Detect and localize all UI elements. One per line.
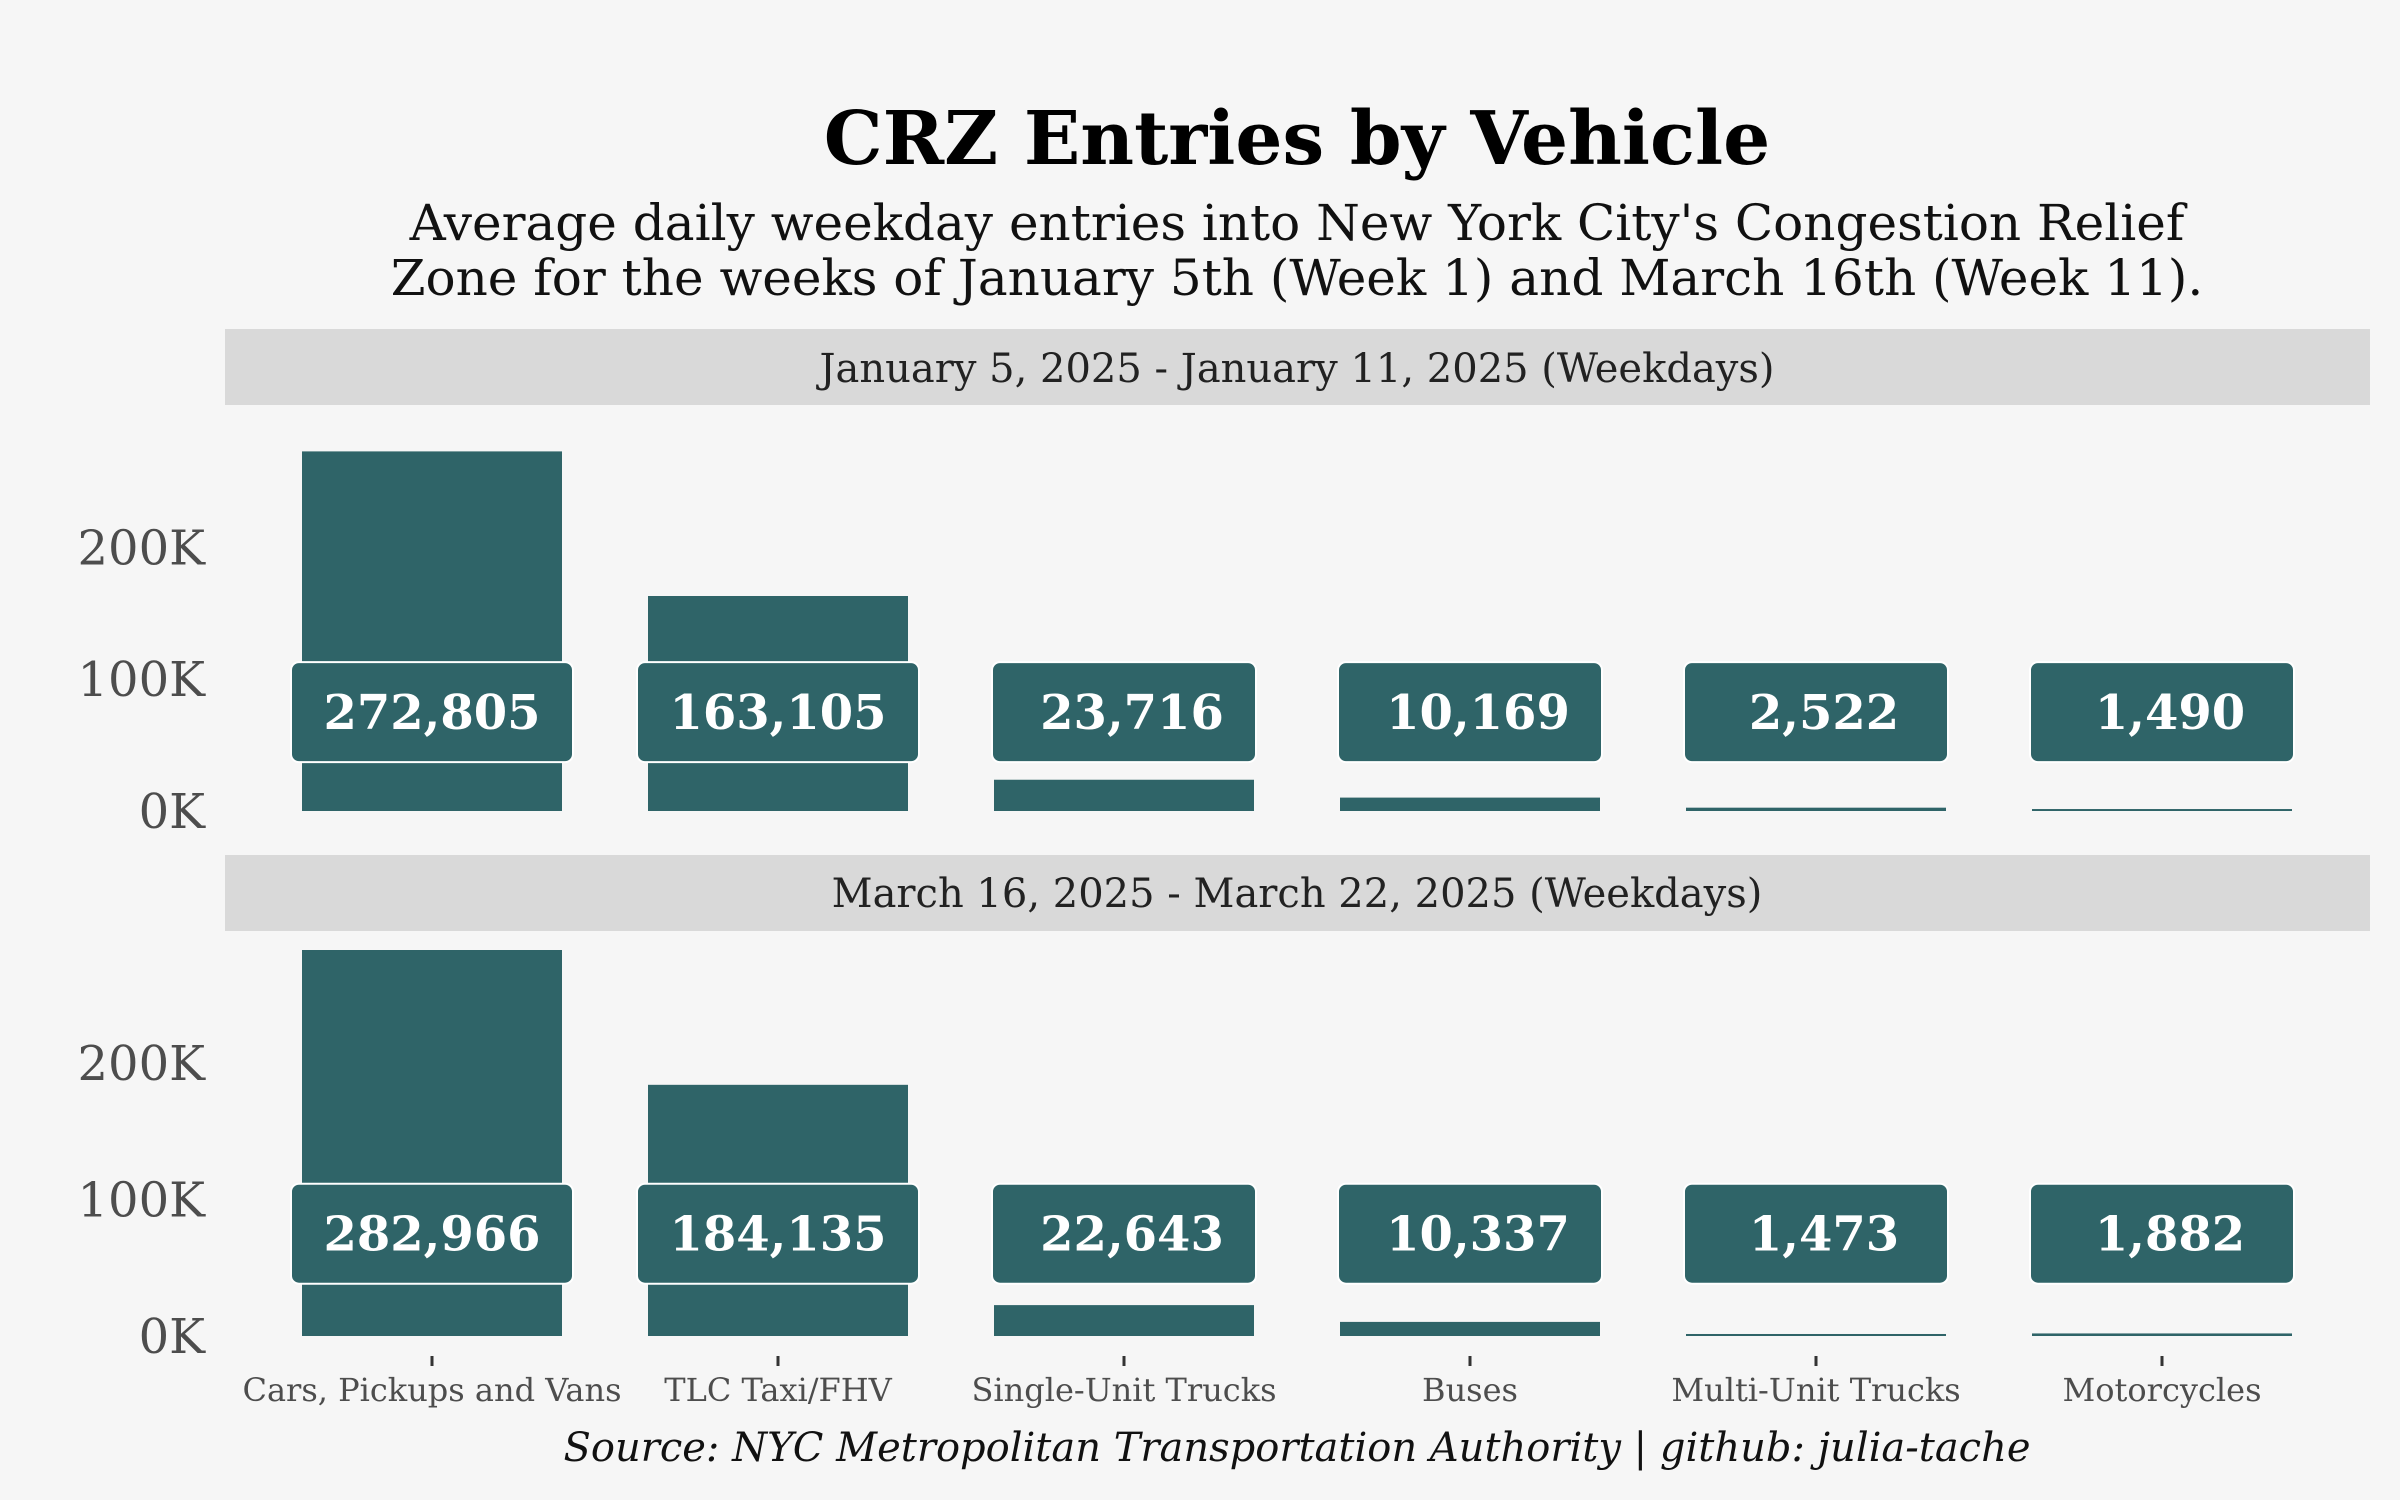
value-labels: 272,805 163,105 23,716 10,169 2,522 1,49…: [290, 661, 2295, 764]
panel-strip-label: January 5, 2025 - January 11, 2025 (Week…: [815, 346, 1774, 392]
value-label-tlc-taxi-fhv: 184,135: [636, 1182, 920, 1285]
y-tick-label: 200K: [78, 520, 207, 576]
value-label-box: [1683, 661, 1949, 764]
value-label-single-unit-trucks: 22,643: [991, 1182, 1257, 1285]
panel-week-11: March 16, 2025 - March 22, 2025 (Weekday…: [78, 855, 2370, 1365]
value-label-box: [1683, 1182, 1949, 1285]
value-label-text: 1,490: [2095, 685, 2245, 741]
value-label-text: 1,882: [2095, 1207, 2245, 1263]
x-axis: Cars, Pickups and Vans TLC Taxi/FHV Sing…: [242, 1356, 2261, 1409]
x-tick-label: Cars, Pickups and Vans: [242, 1371, 621, 1409]
y-axis: 0K 100K 200K: [78, 520, 207, 840]
bar-multi-unit-trucks: [1686, 1333, 1946, 1336]
y-axis: 0K 100K 200K: [78, 1036, 207, 1365]
bar-motorcycles: [2032, 1333, 2292, 1336]
value-label-text: 22,643: [1040, 1207, 1224, 1263]
value-label-box: [2029, 1182, 2295, 1285]
value-label-box: [1337, 1182, 1603, 1285]
y-tick-label: 100K: [78, 1173, 207, 1229]
value-labels: 282,966 184,135 22,643 10,337 1,473 1,88…: [290, 1182, 2295, 1285]
panel-week-1: January 5, 2025 - January 11, 2025 (Week…: [78, 329, 2370, 840]
y-tick-label: 0K: [139, 1309, 207, 1365]
value-label-text: 282,966: [323, 1207, 540, 1263]
bar-motorcycles: [2032, 809, 2292, 811]
chart-subtitle-line-1: Average daily weekday entries into New Y…: [409, 194, 2188, 252]
bar-single-unit-trucks: [994, 779, 1254, 811]
value-label-text: 184,135: [669, 1207, 886, 1263]
x-tick-label: TLC Taxi/FHV: [664, 1371, 892, 1409]
bar-multi-unit-trucks: [1686, 807, 1946, 811]
x-tick-label: Buses: [1422, 1371, 1518, 1409]
value-label-motorcycles: 1,882: [2029, 1182, 2295, 1285]
value-label-cars-pickups-and-vans: 282,966: [290, 1182, 574, 1285]
bar-buses: [1340, 1321, 1600, 1336]
value-label-multi-unit-trucks: 1,473: [1683, 1182, 1949, 1285]
panel-strip: [225, 329, 2370, 405]
panel-strip: [225, 855, 2370, 931]
y-tick-label: 0K: [139, 784, 207, 840]
bar-buses: [1340, 797, 1600, 811]
value-label-box: [636, 1182, 920, 1285]
value-label-text: 23,716: [1040, 685, 1224, 741]
value-label-text: 272,805: [323, 685, 540, 741]
chart-caption: Source: NYC Metropolitan Transportation …: [563, 1425, 2030, 1471]
value-label-single-unit-trucks: 23,716: [991, 661, 1257, 764]
value-label-buses: 10,337: [1337, 1182, 1603, 1285]
value-label-cars-pickups-and-vans: 272,805: [290, 661, 574, 764]
value-label-tlc-taxi-fhv: 163,105: [636, 661, 920, 764]
chart-subtitle-line-2: Zone for the weeks of January 5th (Week …: [391, 249, 2204, 307]
value-label-text: 163,105: [669, 685, 886, 741]
value-label-motorcycles: 1,490: [2029, 661, 2295, 764]
value-label-box: [1337, 661, 1603, 764]
value-label-box: [991, 1182, 1257, 1285]
value-label-text: 10,337: [1386, 1207, 1570, 1263]
value-label-box: [290, 661, 574, 764]
value-label-text: 10,169: [1386, 685, 1570, 741]
panel-strip-label: March 16, 2025 - March 22, 2025 (Weekday…: [832, 871, 1763, 917]
x-tick-label: Single-Unit Trucks: [971, 1371, 1276, 1409]
value-label-multi-unit-trucks: 2,522: [1683, 661, 1949, 764]
value-label-box: [636, 661, 920, 764]
value-label-box: [991, 661, 1257, 764]
value-label-text: 2,522: [1749, 685, 1899, 741]
value-label-box: [2029, 661, 2295, 764]
bar-single-unit-trucks: [994, 1305, 1254, 1336]
value-label-buses: 10,169: [1337, 661, 1603, 764]
y-tick-label: 100K: [78, 652, 207, 708]
chart-title: CRZ Entries by Vehicle: [824, 96, 1771, 182]
y-tick-label: 200K: [78, 1036, 207, 1092]
x-tick-label: Multi-Unit Trucks: [1671, 1371, 1960, 1409]
value-label-text: 1,473: [1749, 1207, 1899, 1263]
x-tick-label: Motorcycles: [2063, 1371, 2262, 1409]
value-label-box: [290, 1182, 574, 1285]
